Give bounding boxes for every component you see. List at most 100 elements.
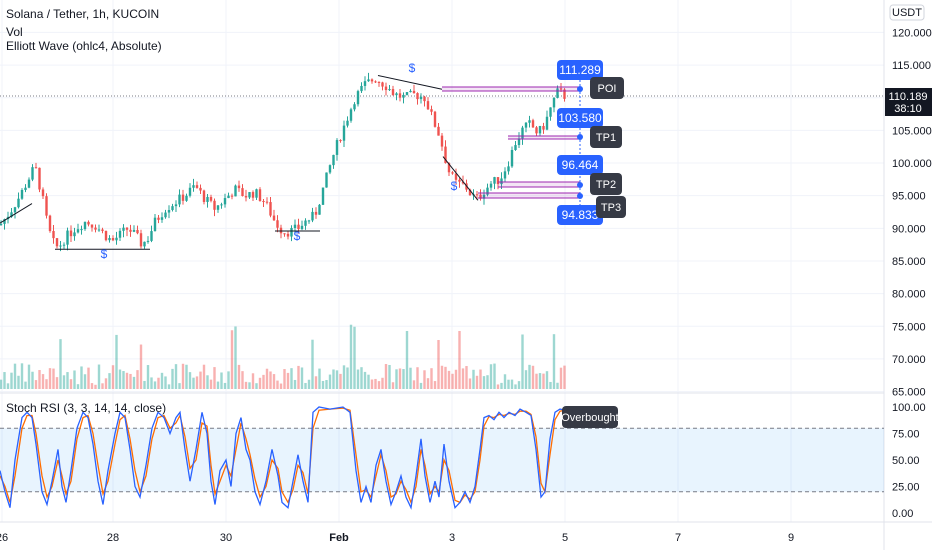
- candle-body: [440, 135, 444, 147]
- volume-bar: [388, 364, 391, 389]
- candle-body: [132, 229, 136, 232]
- overbought-tag: [562, 406, 618, 428]
- target-dot: [577, 193, 583, 199]
- volume-bar: [416, 367, 419, 389]
- volume-bar: [507, 379, 510, 389]
- y-tick-label: 65.000: [892, 387, 926, 399]
- x-tick-label: 26: [0, 532, 8, 544]
- candle-body: [402, 94, 405, 98]
- overbought-label: Overbought: [561, 412, 618, 424]
- poi-label: POI: [598, 83, 617, 95]
- volume-bar: [479, 369, 482, 389]
- candle-body: [185, 195, 188, 201]
- time-axis[interactable]: 26 28 30 Feb 3 5 7 9: [0, 532, 794, 544]
- volume-bar: [234, 326, 237, 389]
- candle-body: [125, 227, 129, 230]
- candle-body: [199, 187, 202, 191]
- candle-body: [262, 201, 265, 203]
- candle-body: [188, 187, 192, 196]
- volume-bar: [465, 366, 468, 389]
- trend-line: [377, 75, 443, 90]
- candle-body: [181, 194, 185, 201]
- candle-body: [227, 195, 230, 199]
- volume-bar: [482, 376, 486, 389]
- volume-bar: [199, 371, 202, 389]
- volume-bar: [258, 377, 262, 389]
- candle-body: [237, 185, 241, 189]
- elliott-wave-legend: Elliott Wave (ohlc4, Absolute): [6, 39, 162, 53]
- candle-body: [73, 232, 76, 237]
- candle-body: [419, 96, 423, 100]
- candle-body: [251, 192, 255, 198]
- volume-bar: [244, 381, 248, 389]
- candle-body: [454, 173, 458, 180]
- volume-bar: [115, 334, 118, 389]
- candle-body: [482, 194, 486, 199]
- poi-tag: [590, 77, 624, 99]
- candle-body: [538, 125, 542, 134]
- candle-body: [258, 189, 262, 202]
- volume-bar: [108, 373, 111, 389]
- candle-body: [563, 89, 566, 99]
- candle-body: [97, 229, 101, 231]
- volume-bar: [531, 365, 535, 389]
- volume-bar: [206, 375, 209, 389]
- volume-bar: [185, 364, 188, 389]
- candle-body: [20, 189, 24, 199]
- candle-body: [111, 238, 115, 241]
- candle-body: [559, 88, 563, 90]
- candle-body: [94, 227, 97, 230]
- volume-bar: [125, 372, 129, 389]
- volume-bar: [52, 368, 55, 389]
- candle-body: [209, 196, 213, 201]
- candle-body: [370, 79, 374, 82]
- tp1-price-pill: [557, 108, 603, 128]
- x-tick-label: 9: [788, 532, 794, 544]
- tp3-label: TP3: [601, 202, 621, 214]
- volume-bar: [251, 373, 255, 389]
- dollar-marker: $: [409, 61, 416, 75]
- volume-bar: [6, 383, 10, 389]
- x-tick-label: 5: [562, 532, 568, 544]
- volume-bar: [426, 378, 430, 389]
- volume-bar: [230, 330, 234, 389]
- candle-body: [444, 146, 447, 164]
- volume-bar: [286, 372, 290, 389]
- trend-line: [0, 203, 33, 224]
- volume-bar: [475, 375, 479, 389]
- candle-body: [48, 215, 52, 232]
- candle-body: [416, 93, 419, 100]
- volume-bar: [556, 382, 559, 389]
- volume-bar: [423, 370, 426, 389]
- candle-body: [426, 101, 430, 110]
- candle-body: [174, 204, 178, 207]
- volume-bar: [178, 383, 181, 389]
- volume-bar: [150, 377, 153, 389]
- volume-bar: [80, 366, 83, 389]
- volume-bar: [248, 382, 251, 389]
- candle-body: [223, 198, 227, 205]
- candle-body: [265, 201, 269, 203]
- volume-bar: [549, 381, 552, 389]
- volume-bar: [153, 381, 157, 389]
- candle-body: [115, 237, 118, 241]
- y-tick-label: 85.000: [892, 256, 926, 268]
- volume-bar: [325, 380, 328, 389]
- volume-bar: [419, 382, 423, 389]
- candle-body: [146, 240, 150, 242]
- volume-bar: [59, 339, 62, 389]
- volume-bar: [17, 375, 20, 389]
- candle-body: [356, 91, 360, 105]
- candle-body: [118, 230, 122, 238]
- target-dot: [577, 86, 583, 92]
- candle-body: [45, 196, 48, 216]
- target-dot: [577, 182, 583, 188]
- candle-body: [531, 120, 535, 128]
- candle-body: [489, 183, 493, 188]
- volume-bar: [300, 367, 304, 389]
- candle-body: [349, 109, 353, 121]
- price-axis[interactable]: 120.000115.000110.000105.000100.00095.00…: [889, 4, 932, 520]
- candle-body: [524, 122, 528, 128]
